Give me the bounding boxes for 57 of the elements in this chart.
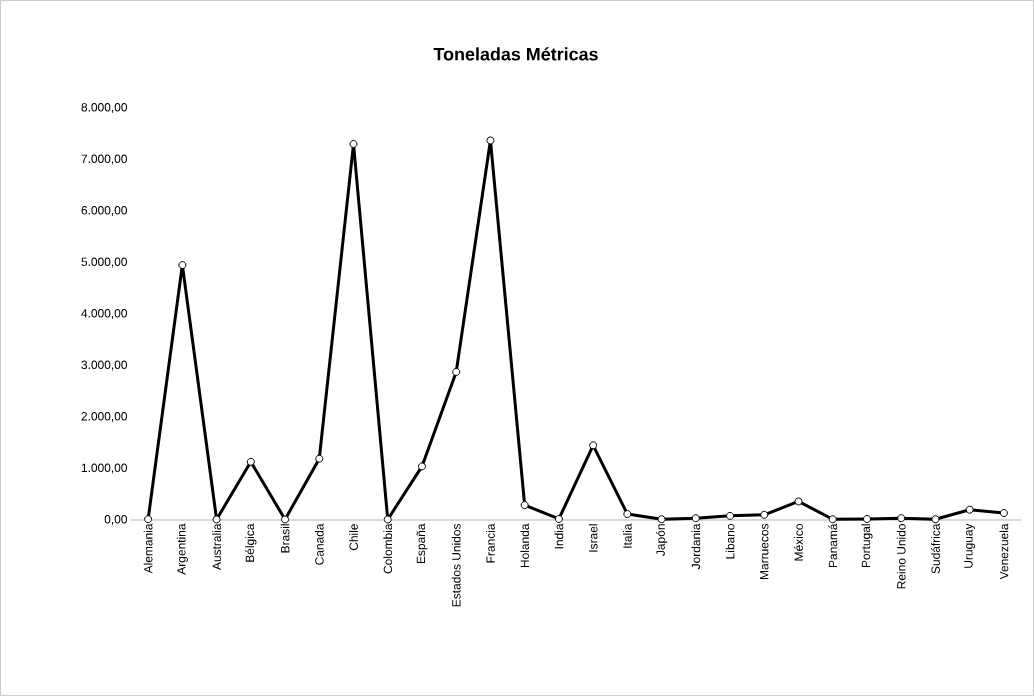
point: [281, 515, 290, 524]
y-tick-label: 7.000,00: [81, 154, 128, 165]
x-tick-label: Bélgica: [245, 523, 257, 562]
x-tick-label: Israel: [588, 524, 598, 552]
point: [349, 140, 358, 149]
y-tick-label: 1.000,00: [81, 463, 128, 474]
y-tick-label: 2.000,00: [81, 412, 128, 422]
y-tick-label: 4.000,00: [81, 309, 128, 319]
point: [554, 514, 563, 523]
x-tick-label: Libano: [725, 524, 735, 559]
x-tick-label: Alemania: [143, 523, 153, 574]
point: [486, 136, 495, 145]
x-tick-label: España: [416, 523, 428, 564]
x-tick-label: Panamá: [828, 523, 838, 568]
x-tick-label: Brasil: [280, 524, 290, 553]
y-tick-label: 3.000,00: [81, 360, 128, 371]
point: [999, 509, 1008, 518]
y-tick-label: 8.000,00: [81, 103, 128, 113]
point: [520, 501, 529, 510]
point: [589, 441, 598, 450]
x-tick-label: México: [794, 524, 803, 561]
x-tick-label: Italia: [622, 523, 632, 548]
point: [965, 505, 974, 514]
x-tick-label: Estados Unidos: [451, 523, 461, 607]
y-tick-label: 6.000,00: [81, 206, 128, 216]
point: [315, 454, 324, 463]
y-tick-label: 5.000,00: [81, 257, 128, 268]
x-tick-label: Argentina: [176, 523, 188, 575]
x-tick-label: Sudáfrica: [930, 523, 940, 574]
point: [452, 367, 461, 376]
chart-title: Toneladas Métricas: [433, 47, 598, 61]
x-tick-label: Marruecos: [760, 523, 769, 579]
x-tick-label: Reino Unido: [896, 524, 906, 589]
x-tick-label: Portugal: [861, 524, 873, 568]
point: [760, 510, 769, 519]
point: [623, 510, 632, 519]
point: [691, 514, 700, 523]
y-tick-label: 0,00: [104, 515, 128, 525]
x-tick-label: Holanda: [520, 523, 530, 568]
point: [794, 497, 803, 506]
point: [657, 515, 666, 524]
point: [862, 514, 871, 523]
x-tick-label: Colombia: [383, 523, 393, 574]
x-tick-label: Canada: [314, 523, 324, 565]
x-tick-label: India: [554, 523, 564, 549]
point: [178, 261, 187, 270]
point: [897, 514, 906, 523]
x-tick-label: Chile: [349, 524, 358, 551]
x-tick-label: Japón: [655, 524, 668, 556]
point: [726, 511, 735, 520]
x-tick-label: Australia: [212, 523, 221, 570]
x-tick-label: Francia: [486, 523, 495, 563]
point: [417, 462, 426, 471]
x-tick-label: Jordania: [691, 523, 701, 570]
point: [246, 457, 255, 466]
x-tick-label: Uruguay: [964, 523, 976, 568]
x-tick-label: Venezuela: [999, 523, 1009, 580]
